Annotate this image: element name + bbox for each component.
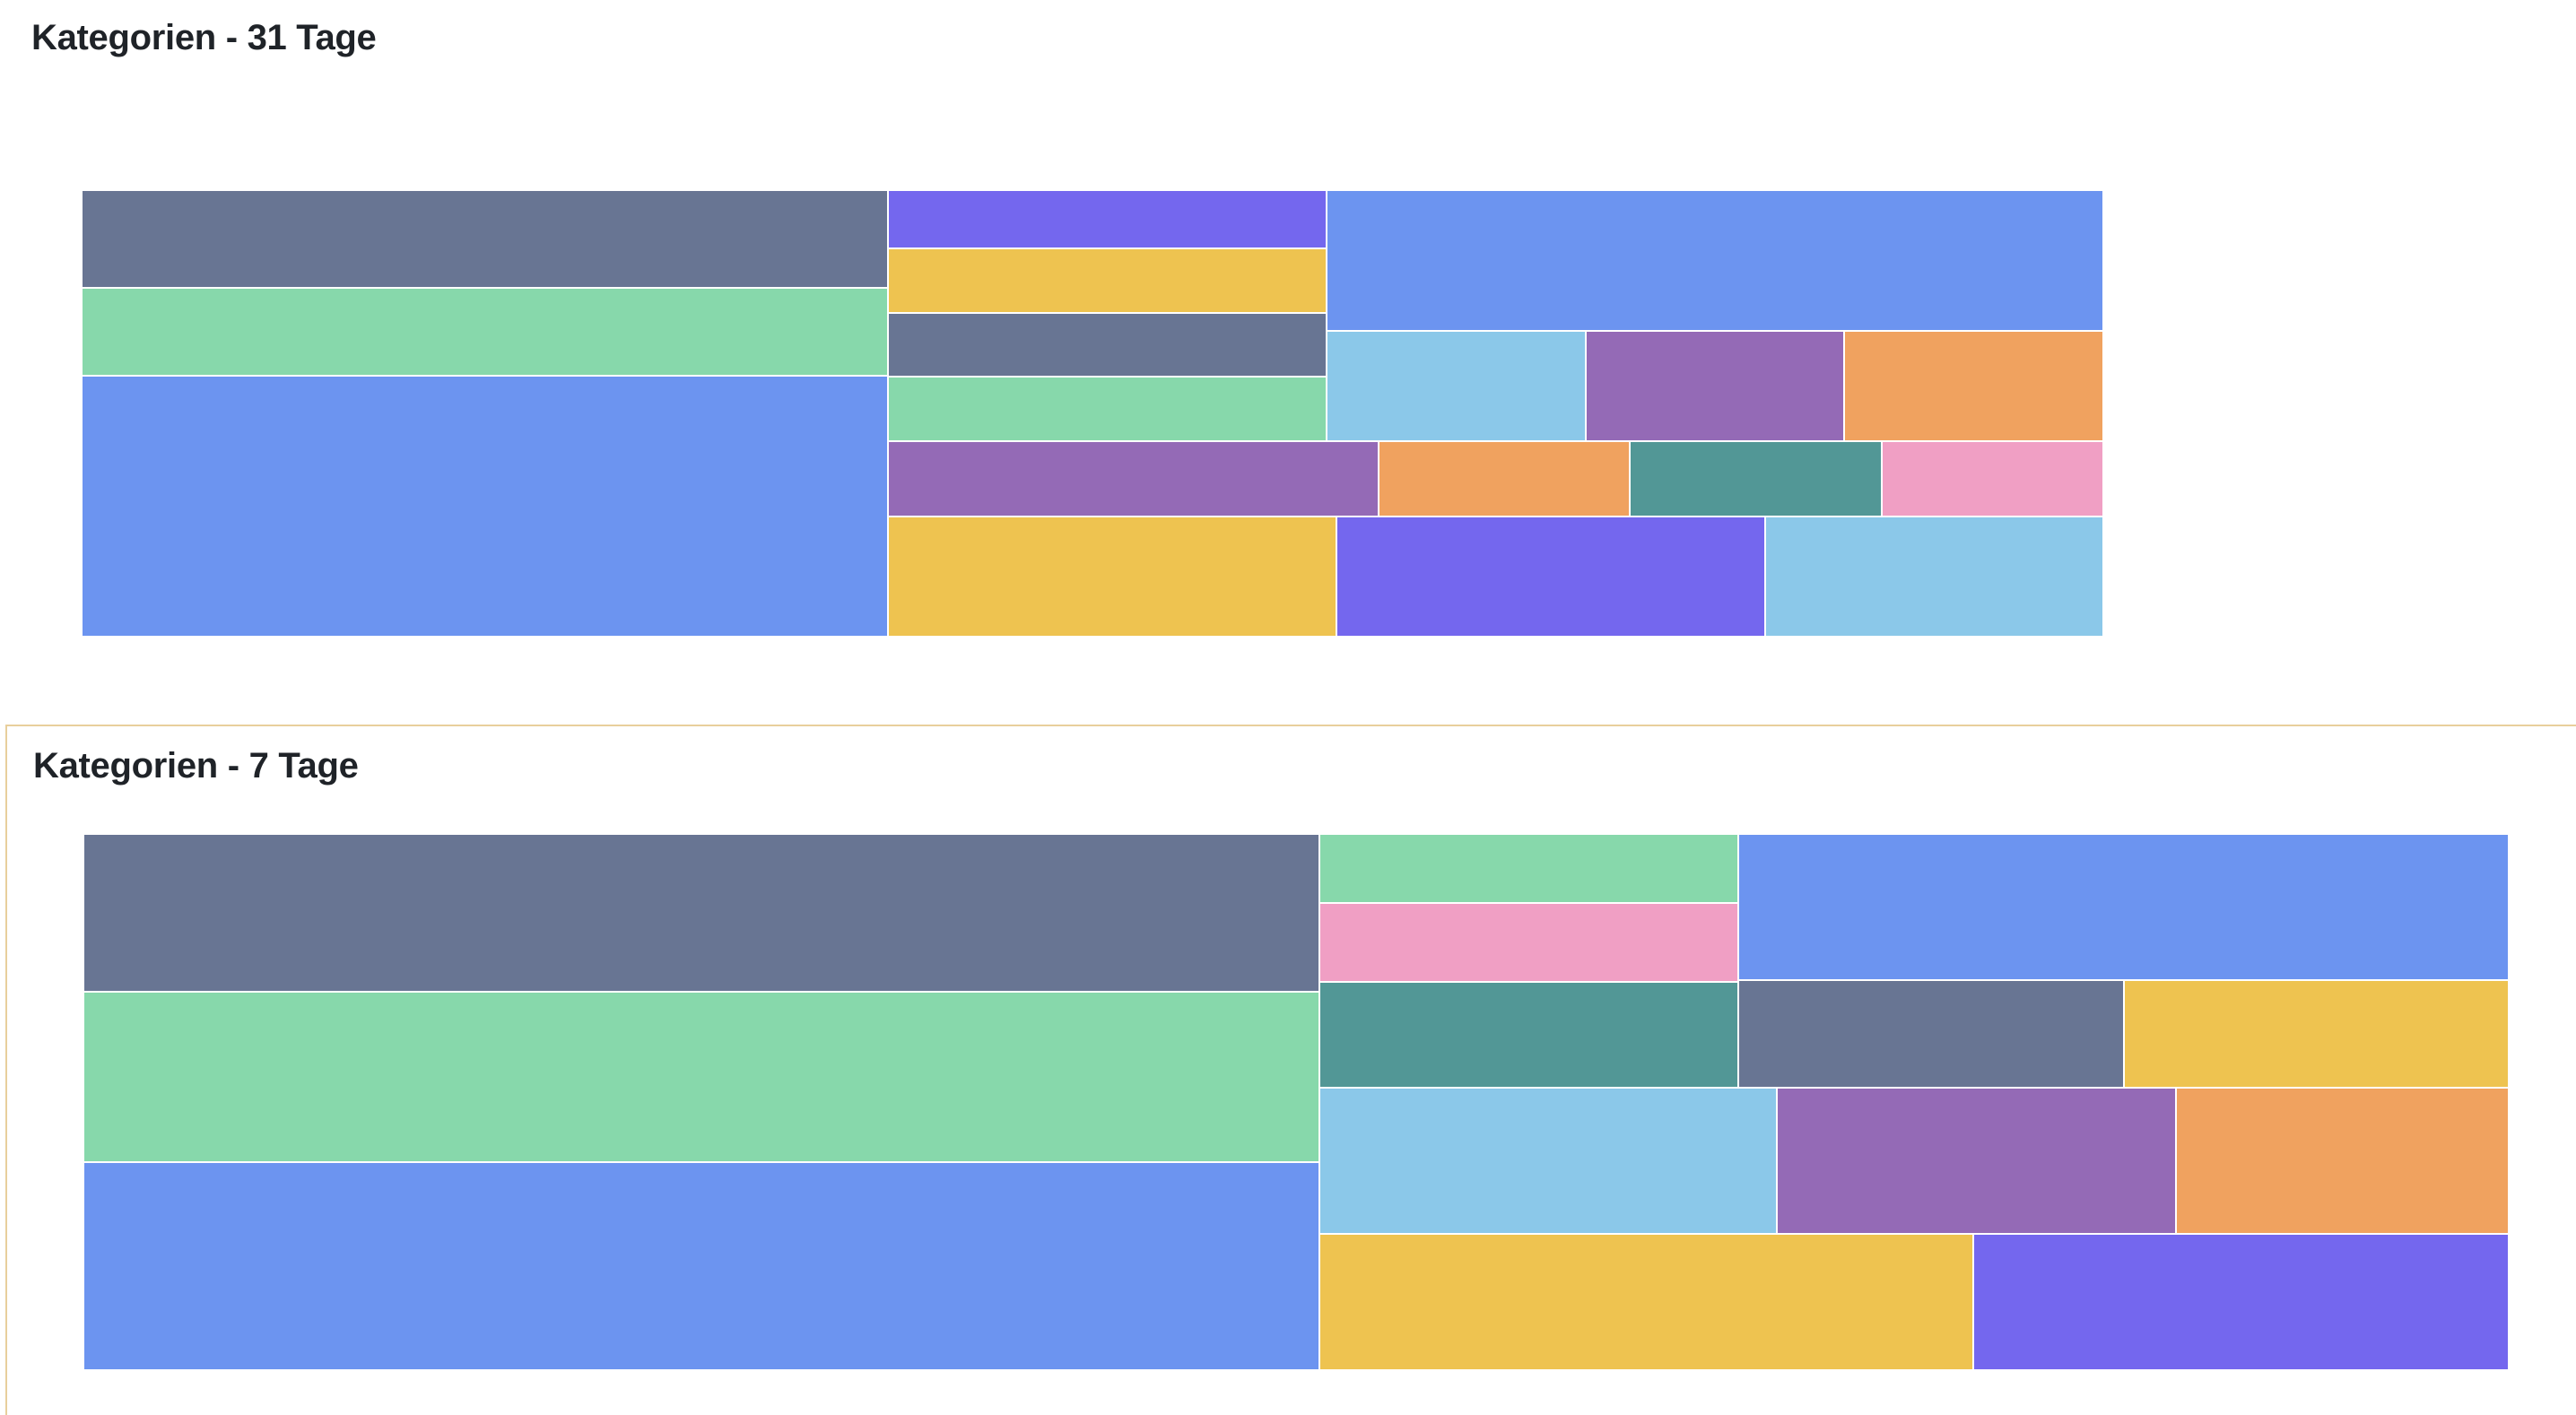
treemap-tile-blue[interactable]: [1327, 190, 2103, 332]
treemap-tile-teal[interactable]: [1319, 982, 1739, 1089]
treemap-tile-purple[interactable]: [888, 440, 1379, 517]
treemap-tile-slate[interactable]: [1738, 980, 2124, 1089]
treemap-tile-yellow[interactable]: [1319, 1233, 1973, 1370]
treemap-tile-blue[interactable]: [1738, 834, 2509, 981]
treemap-tile-indigo[interactable]: [1972, 1233, 2509, 1370]
treemap-tile-slate[interactable]: [82, 190, 889, 289]
treemap-tile-pink[interactable]: [1882, 440, 2103, 517]
treemap-chart-31-days: [82, 190, 2103, 637]
treemap-tile-slate[interactable]: [888, 312, 1327, 378]
treemap-tile-pink[interactable]: [1319, 903, 1739, 983]
treemap-tile-lightblue[interactable]: [1765, 517, 2103, 637]
treemap-tile-orange[interactable]: [2175, 1088, 2509, 1234]
treemap-tile-yellow[interactable]: [2123, 980, 2509, 1089]
treemap-chart-7-days: [83, 834, 2509, 1370]
treemap-tile-green[interactable]: [82, 288, 889, 376]
treemap-tile-blue[interactable]: [83, 1161, 1320, 1370]
treemap-tile-green[interactable]: [83, 991, 1320, 1162]
treemap-tile-blue[interactable]: [82, 375, 889, 637]
treemap-tile-purple[interactable]: [1776, 1088, 2176, 1234]
treemap-tile-green[interactable]: [888, 377, 1327, 441]
treemap-tile-lightblue[interactable]: [1327, 331, 1586, 441]
treemap-tile-orange[interactable]: [1378, 440, 1631, 517]
treemap-tile-indigo[interactable]: [1336, 517, 1766, 637]
panel-title-7-days: Kategorien - 7 Tage: [33, 746, 359, 786]
treemap-tile-teal[interactable]: [1630, 440, 1882, 517]
treemap-tile-orange[interactable]: [1844, 331, 2103, 441]
panel-title-31-days: Kategorien - 31 Tage: [31, 18, 377, 57]
treemap-tile-lightblue[interactable]: [1319, 1088, 1777, 1234]
treemap-tile-indigo[interactable]: [888, 190, 1327, 249]
treemap-tile-yellow[interactable]: [888, 517, 1336, 637]
treemap-tile-purple[interactable]: [1585, 331, 1845, 441]
treemap-tile-green[interactable]: [1319, 834, 1739, 904]
treemap-tile-slate[interactable]: [83, 834, 1320, 992]
treemap-panel-31-days: Kategorien - 31 Tage: [31, 18, 2103, 637]
treemap-tile-yellow[interactable]: [888, 248, 1327, 313]
treemap-panel-7-days: Kategorien - 7 Tage: [5, 725, 2576, 1415]
